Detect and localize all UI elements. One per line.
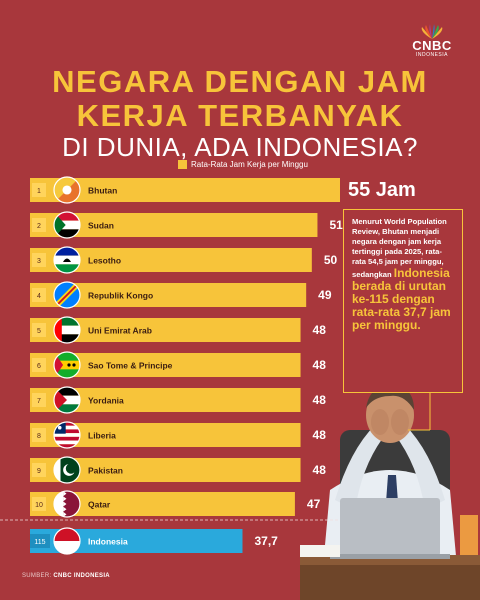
rank-label: 8 bbox=[37, 433, 41, 440]
liberia-flag-icon bbox=[54, 422, 80, 448]
sudan-flag-icon bbox=[54, 212, 80, 238]
cnbc-logo: CNBC INDONESIA bbox=[407, 24, 457, 58]
title-line-2: KERJA TERBANYAK bbox=[76, 98, 404, 133]
country-label: Uni Emirat Arab bbox=[88, 326, 152, 336]
country-label: Sao Tome & Principe bbox=[88, 361, 173, 371]
source-note: SUMBER: CNBC INDONESIA bbox=[22, 573, 110, 579]
rank-label: 10 bbox=[35, 502, 43, 509]
value-label: 48 bbox=[313, 358, 327, 372]
bar-row: 115 Indonesia 37,7 bbox=[30, 527, 278, 555]
value-label: 48 bbox=[313, 463, 327, 477]
value-label: 48 bbox=[313, 323, 327, 337]
rank-box bbox=[32, 253, 46, 267]
bar-row: 9 Pakistan 48 bbox=[30, 456, 327, 484]
rank-label: 3 bbox=[37, 258, 41, 265]
brand-name: CNBC bbox=[412, 38, 452, 53]
title-line-1: NEGARA DENGAN JAM bbox=[52, 64, 428, 99]
value-label: 48 bbox=[313, 393, 327, 407]
country-label: Lesotho bbox=[88, 256, 121, 266]
bar-row: 6 Sao Tome & Principe 48 bbox=[30, 351, 327, 379]
bar-row: 7 Yordania 48 bbox=[30, 386, 327, 414]
value-label: 55 Jam bbox=[348, 179, 416, 201]
legend: Rata-Rata Jam Kerja per Minggu bbox=[178, 160, 308, 169]
country-label: Sudan bbox=[88, 221, 114, 231]
callout-box: Menurut World Population Review, Bhutan … bbox=[343, 209, 463, 393]
rank-box bbox=[32, 288, 46, 302]
businessman-illustration bbox=[300, 385, 480, 600]
bar-row: 4 Republik Kongo 49 bbox=[30, 281, 332, 309]
rank-box bbox=[32, 358, 46, 372]
source-label: SUMBER: bbox=[22, 573, 52, 579]
country-label: Yordania bbox=[88, 396, 124, 406]
legend-label: Rata-Rata Jam Kerja per Minggu bbox=[191, 160, 308, 169]
value-label: 51 bbox=[329, 218, 343, 232]
country-label: Bhutan bbox=[88, 186, 117, 196]
pakistan-flag-icon bbox=[54, 457, 80, 483]
rank-label: 115 bbox=[34, 539, 45, 546]
rank-box bbox=[32, 393, 46, 407]
rank-label: 6 bbox=[37, 363, 41, 370]
callout-text: Menurut World Population Review, Bhutan … bbox=[352, 217, 447, 279]
bar-row: 2 Sudan 51 bbox=[30, 211, 343, 239]
rank-label: 4 bbox=[37, 293, 41, 300]
legend-swatch bbox=[178, 160, 187, 169]
title-line-3: DI DUNIA, ADA INDONESIA? bbox=[62, 132, 418, 162]
rank-box bbox=[32, 218, 46, 232]
value-label: 47 bbox=[307, 497, 321, 511]
rank-label: 9 bbox=[37, 468, 41, 475]
country-label: Qatar bbox=[88, 500, 111, 510]
rank-box bbox=[32, 463, 46, 477]
rank-box bbox=[32, 497, 46, 511]
rank-box bbox=[32, 428, 46, 442]
value-label: 48 bbox=[313, 428, 327, 442]
bar-row: 5 Uni Emirat Arab 48 bbox=[30, 316, 327, 344]
rank-label: 7 bbox=[37, 398, 41, 405]
rank-box bbox=[32, 323, 46, 337]
jordan-flag-icon bbox=[54, 387, 80, 413]
country-label: Liberia bbox=[88, 431, 116, 441]
brand-sub: INDONESIA bbox=[415, 52, 448, 58]
rank-label: 2 bbox=[37, 223, 41, 230]
country-label: Pakistan bbox=[88, 466, 123, 476]
rank-label: 5 bbox=[37, 328, 41, 335]
country-label: Republik Kongo bbox=[88, 291, 153, 301]
value-label: 49 bbox=[318, 288, 332, 302]
bar-row: 1 Bhutan 55 Jam bbox=[30, 176, 416, 204]
bar bbox=[30, 178, 340, 202]
indonesia-flag-icon bbox=[54, 528, 80, 554]
bar-row: 3 Lesotho 50 bbox=[30, 246, 338, 274]
value-label: 37,7 bbox=[254, 534, 278, 548]
lesotho-flag-icon bbox=[54, 247, 80, 273]
callout-highlight: Indonesia berada di urutan ke-115 dengan… bbox=[352, 266, 451, 332]
rank-box bbox=[32, 183, 46, 197]
bar-row: 8 Liberia 48 bbox=[30, 421, 327, 449]
qatar-flag-icon bbox=[54, 491, 80, 517]
peacock-icon bbox=[421, 24, 443, 39]
rank-label: 1 bbox=[37, 188, 41, 195]
rank-box bbox=[30, 534, 50, 548]
bhutan-flag-icon bbox=[54, 177, 80, 203]
congo-flag-icon bbox=[54, 282, 80, 308]
bar-row: 10 Qatar 47 bbox=[30, 490, 321, 518]
uae-flag-icon bbox=[54, 317, 80, 343]
country-label: Indonesia bbox=[88, 537, 128, 547]
value-label: 50 bbox=[324, 253, 338, 267]
source-name: CNBC INDONESIA bbox=[53, 573, 110, 579]
